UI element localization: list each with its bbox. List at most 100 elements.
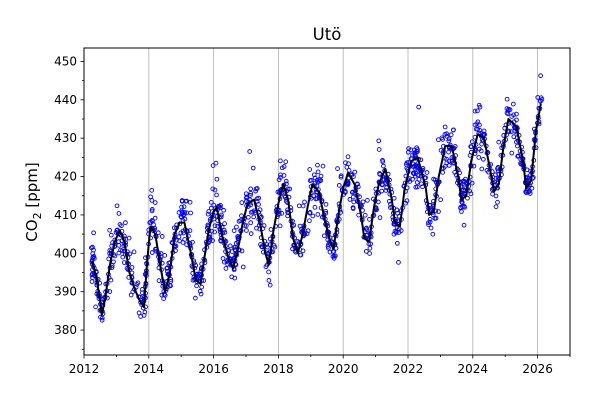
data-point bbox=[345, 180, 351, 186]
data-point bbox=[278, 172, 283, 178]
data-point bbox=[493, 193, 499, 199]
data-point bbox=[350, 194, 356, 200]
data-point bbox=[179, 204, 184, 210]
data-point bbox=[176, 234, 182, 240]
data-point bbox=[452, 144, 458, 149]
data-point bbox=[448, 132, 454, 138]
data-point bbox=[302, 199, 307, 205]
data-point bbox=[412, 147, 417, 153]
data-point bbox=[107, 227, 113, 233]
data-point bbox=[240, 264, 246, 270]
data-point bbox=[267, 282, 273, 288]
x-tick-label: 2012 bbox=[69, 362, 100, 376]
data-point bbox=[461, 203, 467, 209]
data-point bbox=[484, 168, 490, 173]
data-point bbox=[438, 197, 443, 203]
data-point bbox=[363, 248, 369, 254]
data-point bbox=[212, 229, 217, 235]
data-point bbox=[376, 147, 382, 152]
data-point bbox=[398, 228, 404, 233]
data-point bbox=[379, 188, 385, 194]
data-point bbox=[244, 194, 250, 200]
data-point bbox=[212, 223, 218, 229]
data-points bbox=[89, 73, 545, 323]
data-point bbox=[181, 230, 186, 236]
data-point bbox=[108, 232, 114, 238]
mean-line bbox=[91, 103, 542, 316]
data-point bbox=[90, 255, 96, 261]
data-point bbox=[315, 212, 321, 217]
grid-lines bbox=[83, 48, 538, 355]
data-point bbox=[476, 102, 482, 108]
data-point bbox=[481, 156, 486, 162]
data-point bbox=[149, 188, 155, 193]
data-point bbox=[179, 214, 184, 220]
data-point bbox=[476, 155, 482, 160]
data-point bbox=[149, 250, 155, 255]
data-point bbox=[120, 254, 126, 260]
data-point bbox=[380, 159, 386, 164]
data-point bbox=[307, 210, 312, 216]
data-point bbox=[424, 170, 430, 175]
data-point bbox=[431, 176, 436, 182]
data-point bbox=[244, 199, 249, 204]
data-point bbox=[307, 218, 312, 224]
data-point bbox=[164, 266, 170, 271]
data-point bbox=[117, 222, 123, 227]
data-point bbox=[505, 108, 511, 113]
data-point bbox=[446, 163, 452, 168]
data-point bbox=[428, 225, 434, 231]
data-point bbox=[344, 164, 350, 170]
data-point bbox=[514, 111, 519, 117]
data-point bbox=[314, 196, 320, 201]
data-point bbox=[193, 295, 198, 301]
data-point bbox=[168, 279, 174, 284]
data-point bbox=[468, 191, 474, 197]
data-point bbox=[298, 252, 304, 258]
data-point bbox=[321, 233, 327, 239]
data-point bbox=[231, 228, 237, 234]
data-point bbox=[248, 231, 254, 236]
data-point bbox=[427, 216, 433, 222]
data-point bbox=[93, 304, 98, 310]
data-point bbox=[477, 122, 482, 128]
data-point bbox=[222, 230, 228, 235]
data-point bbox=[131, 249, 137, 255]
x-tick-label: 2026 bbox=[522, 362, 553, 376]
y-tick-label: 410 bbox=[54, 208, 77, 222]
data-point bbox=[413, 184, 419, 190]
data-point bbox=[116, 211, 122, 216]
data-point bbox=[395, 240, 400, 246]
x-tick-label: 2024 bbox=[458, 362, 489, 376]
data-point bbox=[123, 220, 128, 226]
data-point bbox=[141, 312, 147, 318]
data-point bbox=[239, 200, 245, 205]
data-point bbox=[396, 260, 401, 265]
data-point bbox=[320, 163, 326, 169]
y-axis-ticks: 380 390 400 410 420 430 440 450 bbox=[54, 54, 84, 350]
data-point bbox=[254, 196, 260, 201]
data-point bbox=[234, 224, 239, 230]
x-axis-ticks: 2012 2014 2016 2018 2020 2022 2024 2026 bbox=[69, 355, 571, 376]
data-point bbox=[514, 117, 519, 123]
data-point bbox=[222, 221, 227, 226]
data-point bbox=[469, 144, 474, 149]
data-point bbox=[279, 165, 285, 171]
data-point bbox=[283, 159, 289, 165]
data-point bbox=[311, 172, 317, 178]
data-point bbox=[472, 108, 478, 114]
data-point bbox=[495, 166, 500, 171]
data-point bbox=[338, 174, 344, 180]
data-point bbox=[239, 213, 244, 219]
data-point bbox=[381, 163, 386, 169]
data-point bbox=[383, 188, 389, 193]
data-point bbox=[310, 213, 316, 219]
data-point bbox=[91, 247, 96, 253]
data-point bbox=[250, 165, 256, 171]
data-point bbox=[327, 249, 333, 255]
data-point bbox=[472, 122, 478, 128]
x-tick-label: 2016 bbox=[198, 362, 229, 376]
data-point bbox=[514, 139, 519, 145]
data-point bbox=[495, 199, 500, 205]
data-point bbox=[465, 195, 470, 201]
